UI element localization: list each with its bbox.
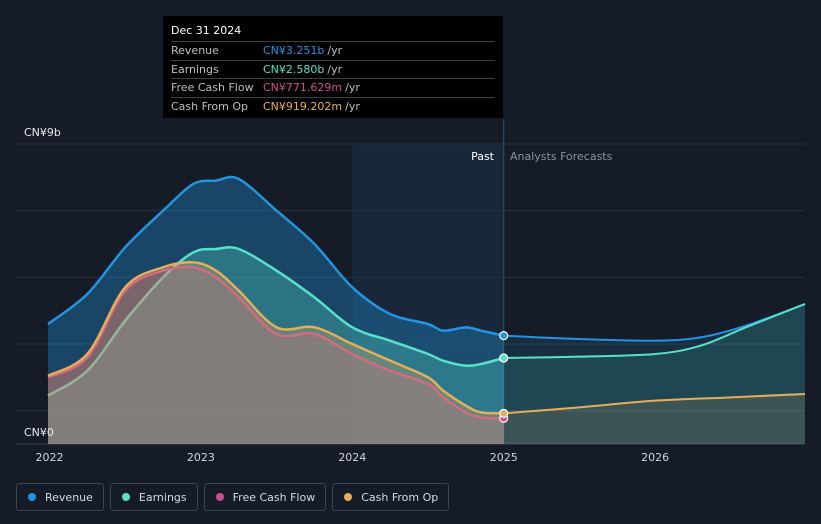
- tooltip-row-label: Revenue: [171, 44, 219, 57]
- tooltip-date: Dec 31 2024: [171, 24, 242, 37]
- x-tick-label: 2023: [187, 451, 215, 464]
- series-areas: [47, 175, 806, 444]
- cash-from-op-forecast-line: [503, 393, 806, 415]
- cash-from-op-past-area: [48, 262, 504, 444]
- revenue-marker: [499, 331, 509, 341]
- axis-labels: CN¥9b CN¥0 Past Analysts Forecasts 2022 2…: [24, 126, 669, 464]
- cash-from-op-marker: [499, 408, 509, 418]
- earnings-past-line: [47, 246, 505, 397]
- free-cash-flow-past-area: [48, 266, 504, 444]
- legend-dot-icon: [344, 493, 353, 501]
- earnings-forecast-line: [503, 303, 806, 359]
- legend-item-earnings[interactable]: Earnings: [109, 483, 198, 511]
- legend-dot-icon: [28, 493, 36, 501]
- revenue-past-area: [48, 176, 504, 444]
- legend-item-revenue[interactable]: Revenue: [16, 483, 104, 511]
- tooltip-row-value: CN¥2.580b/yr: [263, 62, 343, 76]
- x-tick-label: 2025: [490, 451, 518, 464]
- legend: Revenue Earnings Free Cash Flow Cash Fro…: [16, 483, 450, 511]
- legend-item-cash-from-op[interactable]: Cash From Op: [332, 483, 450, 511]
- earnings-forecast-area: [503, 304, 805, 444]
- tooltip-row-label: Earnings: [171, 62, 219, 76]
- x-tick-label: 2022: [36, 451, 64, 464]
- legend-label: Free Cash Flow: [232, 490, 316, 504]
- legend-label: Cash From Op: [361, 490, 439, 504]
- legend-label: Earnings: [138, 490, 187, 504]
- legend-dot-icon: [215, 493, 224, 501]
- y-axis-min-label: CN¥0: [24, 426, 54, 439]
- x-tick-label: 2026: [641, 451, 669, 464]
- tooltip-row-value: CN¥919.202m/yr: [263, 99, 360, 113]
- tooltip-row-label: Free Cash Flow: [171, 81, 254, 94]
- forecast-label: Analysts Forecasts: [510, 150, 613, 163]
- tooltip: Dec 31 2024 Revenue CN¥3.251b/yr Earning…: [163, 16, 503, 118]
- tooltip-row-revenue: Revenue CN¥3.251b/yr: [171, 41, 495, 60]
- tooltip-row-value: CN¥3.251b/yr: [263, 44, 343, 57]
- tooltip-markers: [499, 331, 509, 423]
- tooltip-row-label: Cash From Op: [171, 99, 249, 113]
- earnings-past-area: [48, 247, 504, 444]
- cash-from-op-forecast-area: [503, 394, 805, 444]
- tooltip-row-cash-from-op: Cash From Op CN¥919.202m/yr: [171, 96, 495, 116]
- legend-dot-icon: [121, 493, 130, 501]
- past-highlight-band: [352, 144, 504, 444]
- tooltip-row-earnings: Earnings CN¥2.580b/yr: [171, 59, 495, 79]
- tooltip-row-free-cash-flow: Free Cash Flow CN¥771.629m/yr: [171, 78, 495, 97]
- revenue-past-line: [47, 175, 504, 337]
- legend-item-free-cash-flow[interactable]: Free Cash Flow: [203, 483, 327, 511]
- tooltip-row-value: CN¥771.629m/yr: [263, 81, 360, 94]
- free-cash-flow-past-line: [47, 265, 504, 420]
- revenue-forecast-line: [503, 303, 806, 342]
- cash-from-op-past-line: [47, 260, 504, 415]
- y-axis-max-label: CN¥9b: [24, 126, 61, 139]
- past-label: Past: [471, 150, 495, 163]
- earnings-marker: [499, 353, 509, 363]
- past-shade: [352, 120, 505, 444]
- x-tick-label: 2024: [338, 451, 366, 464]
- legend-label: Revenue: [45, 490, 93, 504]
